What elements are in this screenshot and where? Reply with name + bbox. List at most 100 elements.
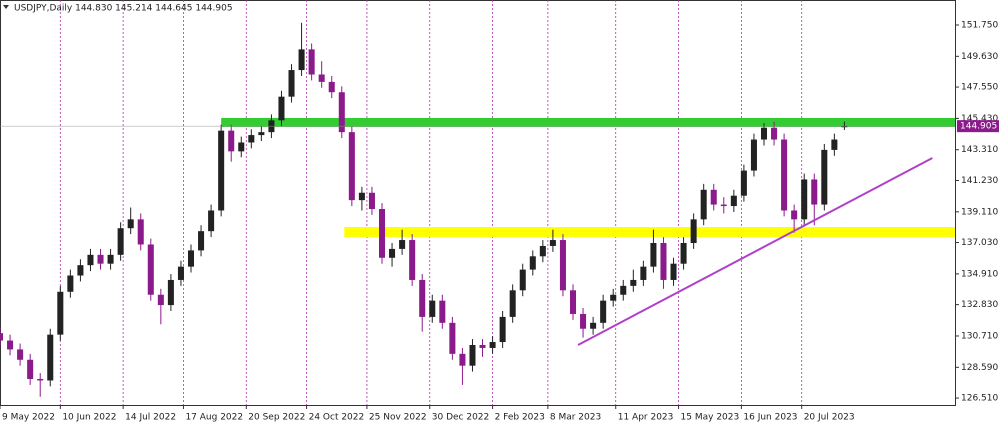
y-tick-label: 145.430 — [961, 114, 998, 124]
x-tick-label: 2 Feb 2023 — [495, 413, 545, 423]
x-tick-label: 17 Aug 2022 — [185, 413, 243, 423]
y-tick-label: 137.030 — [961, 238, 998, 248]
candle-body — [640, 266, 647, 280]
candle-body — [167, 279, 174, 306]
candle-body — [429, 300, 436, 317]
candle-body — [238, 142, 245, 152]
y-tick-label: 143.310 — [961, 145, 998, 155]
candle-body — [750, 139, 757, 171]
candle-body — [479, 344, 486, 348]
x-tick-label: 20 Jul 2023 — [804, 413, 855, 423]
x-tick-label: 15 May 2023 — [681, 413, 740, 423]
chart-title: USDJPY,Daily 144.830 145.214 144.645 144… — [14, 4, 233, 14]
candle-body — [127, 219, 134, 229]
candle-body — [147, 244, 154, 295]
x-tick-label: 24 Oct 2022 — [309, 413, 365, 423]
candle-body — [7, 340, 14, 350]
y-tick-label: 139.110 — [961, 207, 998, 217]
candle-body — [580, 313, 587, 329]
candle-body — [539, 245, 546, 257]
y-tick-label: 149.630 — [961, 52, 998, 62]
candle-body — [600, 300, 607, 323]
candle-body — [559, 240, 566, 291]
candle-body — [569, 290, 577, 314]
y-tick-label: 147.550 — [961, 83, 998, 93]
candle-body — [610, 294, 617, 301]
x-tick-label: 25 Nov 2022 — [369, 413, 427, 423]
x-tick-label: 16 Jun 2023 — [743, 413, 797, 423]
candle-body — [0, 333, 4, 341]
candle-body — [670, 263, 677, 280]
candle-body — [298, 49, 305, 71]
candle-body — [67, 275, 74, 292]
candle-body — [590, 322, 597, 329]
candle-body — [47, 334, 54, 381]
zone — [221, 117, 955, 127]
x-tick-label: 10 Jun 2022 — [62, 413, 116, 423]
candle-body — [258, 132, 265, 136]
candle-body — [318, 74, 325, 82]
candle-body — [720, 204, 727, 207]
candle-body — [218, 130, 225, 211]
y-tick-label: 151.750 — [961, 20, 998, 30]
candle-body — [529, 256, 536, 270]
x-tick-label: 8 Mar 2023 — [550, 413, 601, 423]
y-tick-label: 134.910 — [961, 269, 998, 279]
plot-frame — [0, 0, 956, 406]
price-label: 144.905 — [960, 122, 997, 132]
candle-body — [549, 240, 556, 246]
candle-body — [459, 353, 466, 366]
candle-body — [57, 291, 64, 335]
candle-body — [509, 290, 516, 317]
candle-body — [97, 254, 104, 264]
candle-body — [308, 49, 315, 75]
candle-body — [419, 279, 426, 317]
candle-body — [469, 344, 476, 366]
candle-body — [740, 170, 747, 196]
candle-body — [358, 192, 365, 201]
candle-body — [700, 189, 707, 220]
candle-body — [620, 285, 627, 295]
candle-body — [399, 240, 406, 249]
candle-body — [771, 127, 778, 140]
candle-body — [177, 266, 184, 280]
candle-body — [87, 254, 94, 266]
candle-body — [77, 265, 84, 276]
candle-body — [499, 316, 506, 343]
candle-body — [449, 322, 456, 354]
candle-body — [781, 139, 788, 211]
candle-body — [811, 179, 818, 205]
candle-body — [117, 228, 124, 255]
candle-body — [630, 279, 637, 286]
candle-body — [378, 209, 386, 258]
candle-body — [439, 300, 446, 323]
candle-body — [288, 70, 295, 97]
candle-body — [208, 210, 215, 232]
candle-body — [489, 342, 496, 348]
y-tick-label: 130.710 — [961, 331, 998, 341]
candle-body — [278, 96, 285, 121]
menu-arrow[interactable] — [3, 5, 9, 9]
candle-body — [137, 219, 144, 245]
candle-body — [841, 126, 848, 128]
candle-body — [660, 243, 667, 280]
x-tick-label: 9 May 2022 — [2, 413, 55, 423]
candle-body — [107, 254, 114, 264]
y-tick-label: 126.510 — [961, 394, 998, 404]
candle-body — [409, 240, 416, 280]
candle-body — [791, 210, 798, 220]
candle-body — [17, 349, 24, 360]
candle-body — [760, 127, 768, 140]
x-tick-label: 20 Sep 2022 — [248, 413, 305, 423]
candle-body — [710, 189, 717, 205]
trendline — [577, 157, 933, 346]
candle-body — [37, 378, 44, 381]
y-tick-label: 132.830 — [961, 300, 998, 310]
candle-body — [730, 195, 737, 207]
candle-body — [228, 130, 235, 152]
candle-body — [650, 243, 657, 267]
candle-body — [368, 192, 375, 210]
candle-body — [690, 219, 697, 243]
x-tick-label: 11 Apr 2023 — [618, 413, 674, 423]
